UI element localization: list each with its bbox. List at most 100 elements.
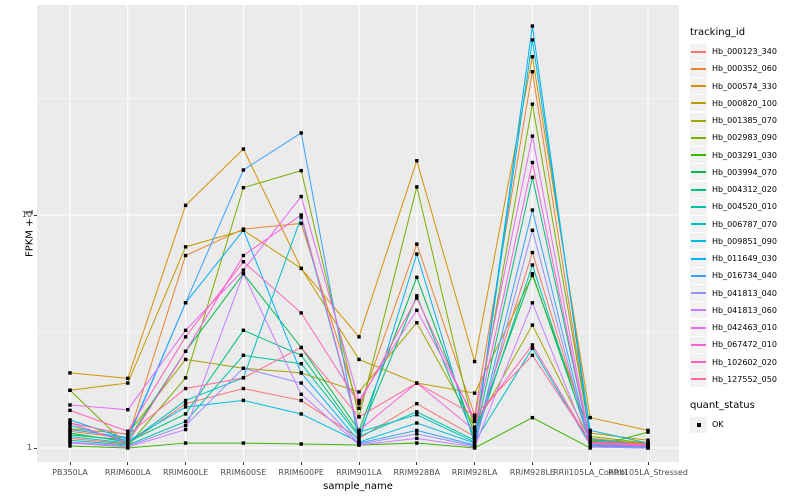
x-tick-label: RRIM600LA xyxy=(104,468,151,477)
legend-entry-Hb_004520_010: Hb_004520_010 xyxy=(690,198,798,215)
legend-key xyxy=(690,319,707,336)
legend-key xyxy=(690,43,707,60)
data-point-marker xyxy=(588,431,592,435)
data-point-marker xyxy=(530,271,535,276)
data-point-marker xyxy=(472,419,477,424)
legend-line-swatch xyxy=(691,188,706,191)
data-point-marker xyxy=(588,437,592,441)
legend-entry-label: Hb_001385_070 xyxy=(712,116,777,126)
legend-key xyxy=(690,285,707,302)
data-point-marker xyxy=(299,353,303,357)
data-point-marker xyxy=(472,434,477,439)
legend-entry-label: OK xyxy=(712,420,724,430)
x-tick-label: RRII105LA_Control xyxy=(553,468,628,477)
data-point-marker xyxy=(530,102,535,106)
data-point-marker xyxy=(68,438,72,442)
data-point-marker xyxy=(299,194,303,199)
data-point-marker xyxy=(68,427,72,432)
plot-canvas xyxy=(37,5,679,462)
data-point-marker xyxy=(357,443,361,447)
data-point-marker xyxy=(299,221,303,226)
legend-entry-Hb_002983_090: Hb_002983_090 xyxy=(690,129,798,146)
data-point-marker xyxy=(299,442,303,446)
legend-entry-label: Hb_067472_010 xyxy=(712,340,777,350)
data-point-marker xyxy=(68,421,72,425)
legend-key xyxy=(690,250,707,267)
data-point-marker xyxy=(126,437,130,441)
data-point-marker xyxy=(415,185,419,189)
data-point-marker xyxy=(241,328,246,333)
data-point-marker xyxy=(472,428,477,433)
data-point-marker xyxy=(415,441,419,445)
data-point-marker xyxy=(646,446,650,450)
y-tick-label: 1 xyxy=(26,443,32,452)
data-point-marker xyxy=(530,54,535,59)
legend-key xyxy=(690,112,707,129)
data-point-marker xyxy=(299,371,303,375)
data-point-marker xyxy=(241,271,246,276)
data-point-marker xyxy=(241,366,246,370)
data-point-marker xyxy=(68,418,72,422)
data-point-marker xyxy=(415,428,419,433)
plot-panel xyxy=(37,5,679,462)
data-point-marker xyxy=(126,433,130,437)
legend-entry-Hb_042463_010: Hb_042463_010 xyxy=(690,319,798,336)
legend-entry-label: Hb_004520_010 xyxy=(712,202,777,212)
data-point-marker xyxy=(530,24,535,28)
legend-entry-Hb_009851_090: Hb_009851_090 xyxy=(690,233,798,250)
legend-line-swatch xyxy=(691,102,706,105)
data-point-marker xyxy=(68,436,72,441)
data-point-marker xyxy=(68,433,72,437)
data-point-marker xyxy=(357,357,361,362)
legend-entry-Hb_127552_050: Hb_127552_050 xyxy=(690,371,798,388)
data-point-marker xyxy=(241,260,246,264)
data-point-marker xyxy=(357,401,361,406)
legend-line-swatch xyxy=(691,240,706,243)
data-point-marker xyxy=(415,432,419,436)
data-point-marker xyxy=(530,301,535,305)
data-point-marker xyxy=(299,392,303,397)
x-tick-mark xyxy=(531,462,533,465)
data-point-marker xyxy=(646,430,650,434)
black-square-marker-icon xyxy=(696,422,701,427)
data-point-marker xyxy=(299,131,303,135)
data-point-marker xyxy=(415,421,419,425)
x-tick-mark xyxy=(127,462,129,465)
legend-entry-Hb_041813_040: Hb_041813_040 xyxy=(690,285,798,302)
data-point-marker xyxy=(415,252,419,256)
legend-entry-Hb_041813_060: Hb_041813_060 xyxy=(690,302,798,319)
x-tick-mark xyxy=(358,462,360,465)
legend-entry-Hb_004312_020: Hb_004312_020 xyxy=(690,181,798,198)
data-point-marker xyxy=(183,423,188,428)
legend-key xyxy=(690,181,707,198)
data-point-marker xyxy=(183,441,188,445)
legend-tracking-id-title: tracking_id xyxy=(690,27,746,38)
legend-entry-label: Hb_041813_060 xyxy=(712,305,777,315)
data-point-marker xyxy=(472,391,477,395)
data-point-marker xyxy=(68,408,72,413)
data-point-marker xyxy=(530,263,535,267)
data-point-marker xyxy=(415,294,419,298)
data-point-marker xyxy=(530,228,535,232)
data-point-marker xyxy=(183,245,188,249)
legend-key xyxy=(690,198,707,215)
data-point-marker xyxy=(646,438,650,442)
data-point-marker xyxy=(241,268,246,272)
legend-entry-label: Hb_009851_090 xyxy=(712,236,777,246)
data-point-marker xyxy=(415,381,419,385)
data-point-marker xyxy=(357,430,361,434)
data-point-marker xyxy=(126,435,130,440)
data-point-marker xyxy=(68,429,72,433)
data-point-marker xyxy=(299,266,303,271)
data-point-marker xyxy=(183,349,188,354)
legend-line-swatch xyxy=(691,309,706,312)
legend-key xyxy=(690,95,707,112)
data-point-marker xyxy=(183,386,188,391)
data-point-marker xyxy=(472,416,477,421)
data-point-marker xyxy=(183,419,188,424)
legend-entry-label: Hb_102602_020 xyxy=(712,357,777,367)
legend-entry-label: Hb_002983_090 xyxy=(712,133,777,143)
legend-line-swatch xyxy=(691,119,706,122)
legend-key xyxy=(690,354,707,371)
data-point-marker xyxy=(530,343,535,347)
